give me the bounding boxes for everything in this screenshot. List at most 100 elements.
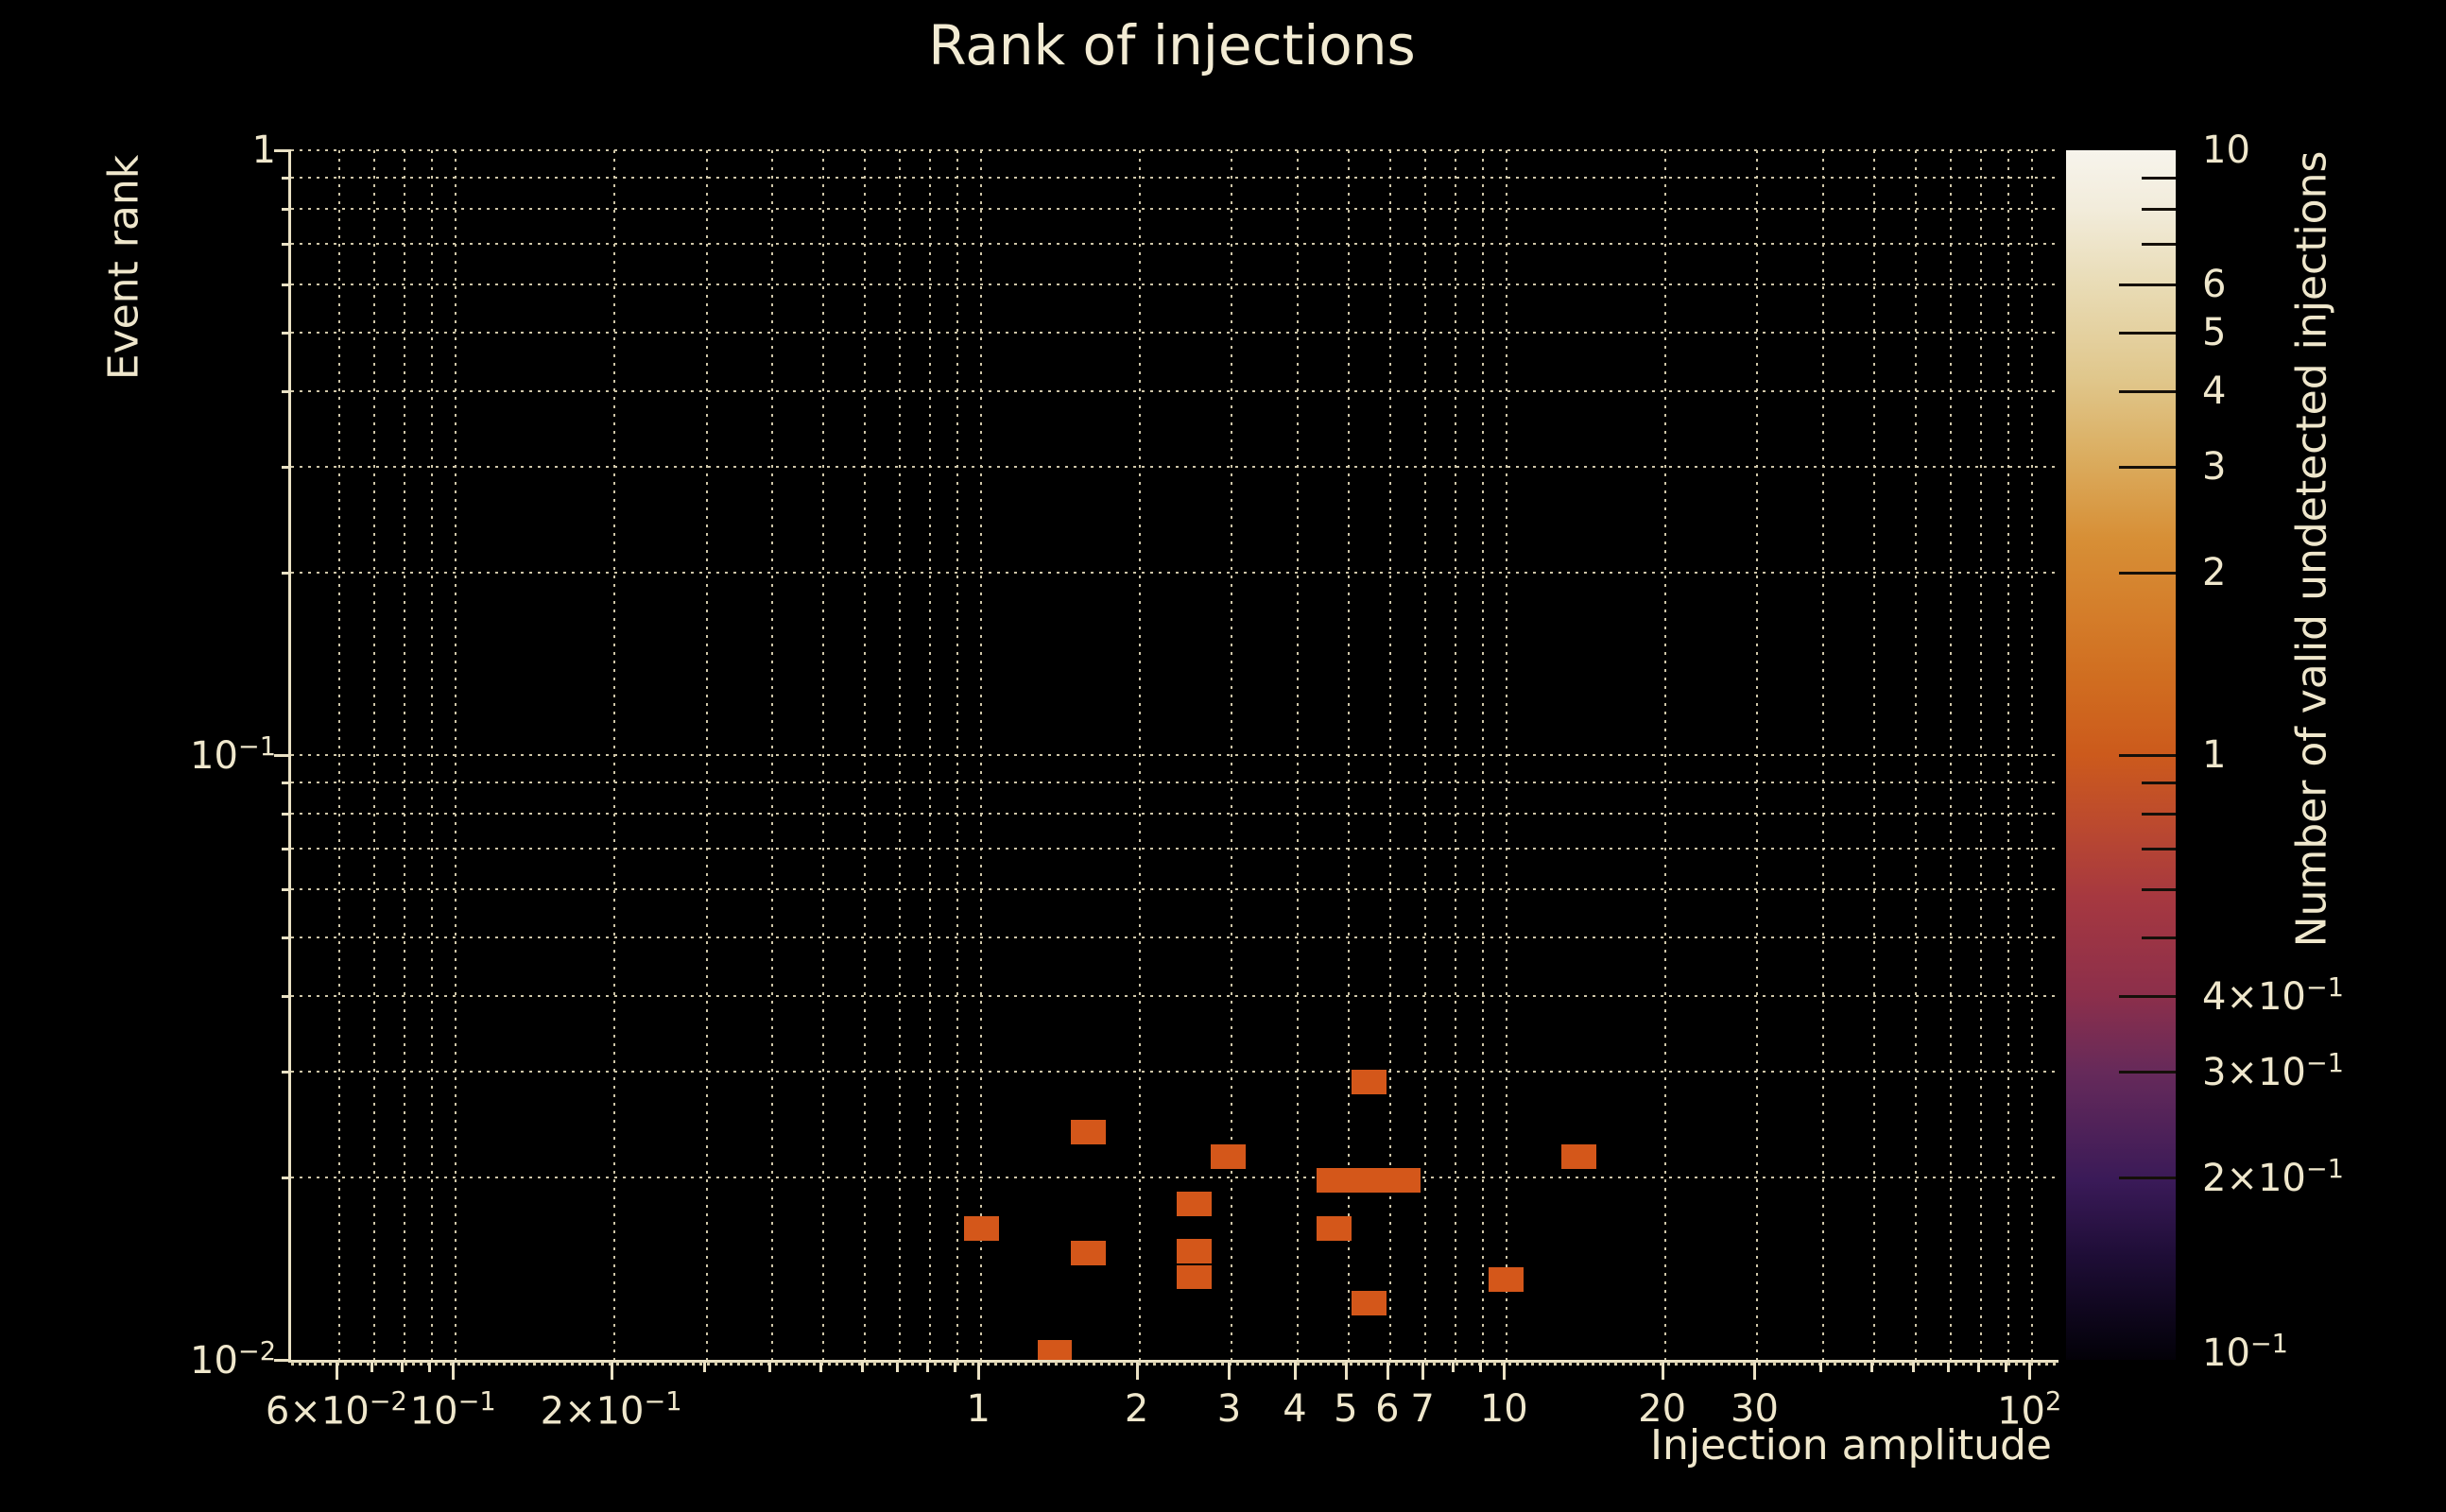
y-gridline — [291, 813, 2058, 816]
y-gridline — [291, 389, 2058, 392]
colorbar-tick-label: 3 — [2202, 444, 2227, 489]
x-tick-label: 10 — [1479, 1387, 1528, 1431]
histogram-bin — [1351, 1069, 1387, 1094]
y-minor-tick — [282, 994, 291, 998]
x-minor-tick — [1478, 1363, 1482, 1372]
y-gridline — [291, 243, 2058, 246]
y-gridline — [291, 149, 2058, 151]
x-minor-tick — [1869, 1363, 1873, 1372]
x-minor-tick — [926, 1363, 930, 1372]
y-minor-tick — [282, 572, 291, 576]
y-gridline — [291, 572, 2058, 575]
y-gridline — [291, 1177, 2058, 1179]
histogram-bin — [963, 1215, 999, 1241]
y-tick-label: 10−2 — [190, 1336, 276, 1383]
x-major-tick — [977, 1363, 981, 1380]
x-tick-label: 2 — [1124, 1387, 1149, 1431]
histogram-bin — [1489, 1266, 1524, 1292]
x-major-tick — [1503, 1363, 1507, 1380]
x-major-tick — [1753, 1363, 1757, 1380]
x-major-tick — [1135, 1363, 1139, 1380]
x-tick-label: 1 — [966, 1387, 990, 1431]
x-minor-tick — [702, 1363, 706, 1372]
x-tick-label: 4 — [1283, 1387, 1307, 1431]
colorbar-tick-label: 1 — [2202, 733, 2227, 777]
x-minor-tick — [896, 1363, 900, 1372]
y-axis-label: Event rank — [99, 154, 148, 381]
colorbar-major-tick — [2119, 1177, 2176, 1180]
x-major-tick — [2028, 1363, 2032, 1380]
histogram-bin — [1316, 1215, 1352, 1241]
x-major-tick — [1228, 1363, 1232, 1380]
x-minor-tick — [1818, 1363, 1822, 1372]
y-gridline — [291, 283, 2058, 285]
colorbar-minor-tick — [2142, 208, 2176, 212]
x-tick-label: 20 — [1638, 1387, 1687, 1431]
x-minor-tick — [401, 1363, 405, 1372]
x-tick-label: 6×10−2 — [265, 1387, 407, 1434]
colorbar-major-tick — [2119, 994, 2176, 998]
colorbar-minor-tick — [2142, 848, 2176, 851]
histogram-bin — [1071, 1119, 1107, 1144]
y-minor-tick — [282, 887, 291, 891]
colorbar-minor-tick — [2142, 813, 2176, 816]
colorbar-major-tick — [2119, 389, 2176, 393]
x-major-tick — [610, 1363, 613, 1380]
y-major-tick — [274, 754, 291, 757]
histogram-bin — [1316, 1168, 1352, 1194]
x-minor-tick — [370, 1363, 374, 1372]
colorbar-tick-label: 5 — [2202, 310, 2227, 354]
colorbar-minor-tick — [2142, 887, 2176, 891]
colorbar-major-tick — [2119, 572, 2176, 576]
y-minor-tick — [282, 813, 291, 816]
x-major-tick — [1344, 1363, 1348, 1380]
y-minor-tick — [282, 848, 291, 851]
y-minor-tick — [282, 465, 291, 469]
y-minor-tick — [282, 782, 291, 785]
y-gridline — [291, 208, 2058, 211]
colorbar-tick-label: 10 — [2202, 129, 2250, 172]
x-tick-label: 2×10−1 — [540, 1387, 682, 1434]
chart-title: Rank of injections — [928, 13, 1416, 77]
colorbar-tick-label: 4×10−1 — [2202, 972, 2344, 1019]
x-major-tick — [1421, 1363, 1425, 1380]
colorbar-minor-tick — [2142, 782, 2176, 785]
x-minor-tick — [1911, 1363, 1915, 1372]
y-gridline — [291, 994, 2058, 997]
histogram-bin — [1176, 1239, 1212, 1264]
y-gridline — [291, 887, 2058, 890]
colorbar-major-tick — [2119, 754, 2176, 757]
colorbar-major-tick — [2119, 1070, 2176, 1074]
y-tick-label: 1 — [251, 129, 276, 172]
x-major-tick — [1293, 1363, 1297, 1380]
histogram-bin — [1176, 1264, 1212, 1290]
colorbar-tick-label: 2×10−1 — [2202, 1155, 2344, 1201]
plot-area — [288, 149, 2058, 1366]
x-tick-label: 7 — [1410, 1387, 1435, 1431]
y-minor-tick — [282, 283, 291, 286]
x-tick-label: 6 — [1375, 1387, 1400, 1431]
x-tick-label: 10−1 — [409, 1387, 496, 1434]
colorbar-tick-label: 2 — [2202, 551, 2227, 595]
y-major-tick — [274, 149, 291, 152]
colorbar-tick-label: 6 — [2202, 262, 2227, 306]
x-minor-tick — [1947, 1363, 1951, 1372]
y-tick-label: 10−1 — [190, 731, 276, 779]
x-tick-label: 30 — [1731, 1387, 1779, 1431]
colorbar-tick-label: 4 — [2202, 369, 2227, 413]
x-major-tick — [1386, 1363, 1389, 1380]
histogram-bin — [1351, 1291, 1387, 1316]
y-gridline — [291, 754, 2058, 756]
x-tick-label: 102 — [1997, 1387, 2062, 1434]
x-minor-tick — [953, 1363, 956, 1372]
histogram-bin — [1351, 1168, 1387, 1194]
histogram-bin — [1560, 1143, 1596, 1169]
colorbar-label: Number of valid undetected injections — [2287, 150, 2336, 948]
histogram-bin — [1176, 1192, 1212, 1217]
x-major-tick — [1661, 1363, 1664, 1380]
colorbar — [2066, 150, 2176, 1360]
x-minor-tick — [818, 1363, 822, 1372]
x-minor-tick — [2004, 1363, 2007, 1372]
y-minor-tick — [282, 389, 291, 393]
